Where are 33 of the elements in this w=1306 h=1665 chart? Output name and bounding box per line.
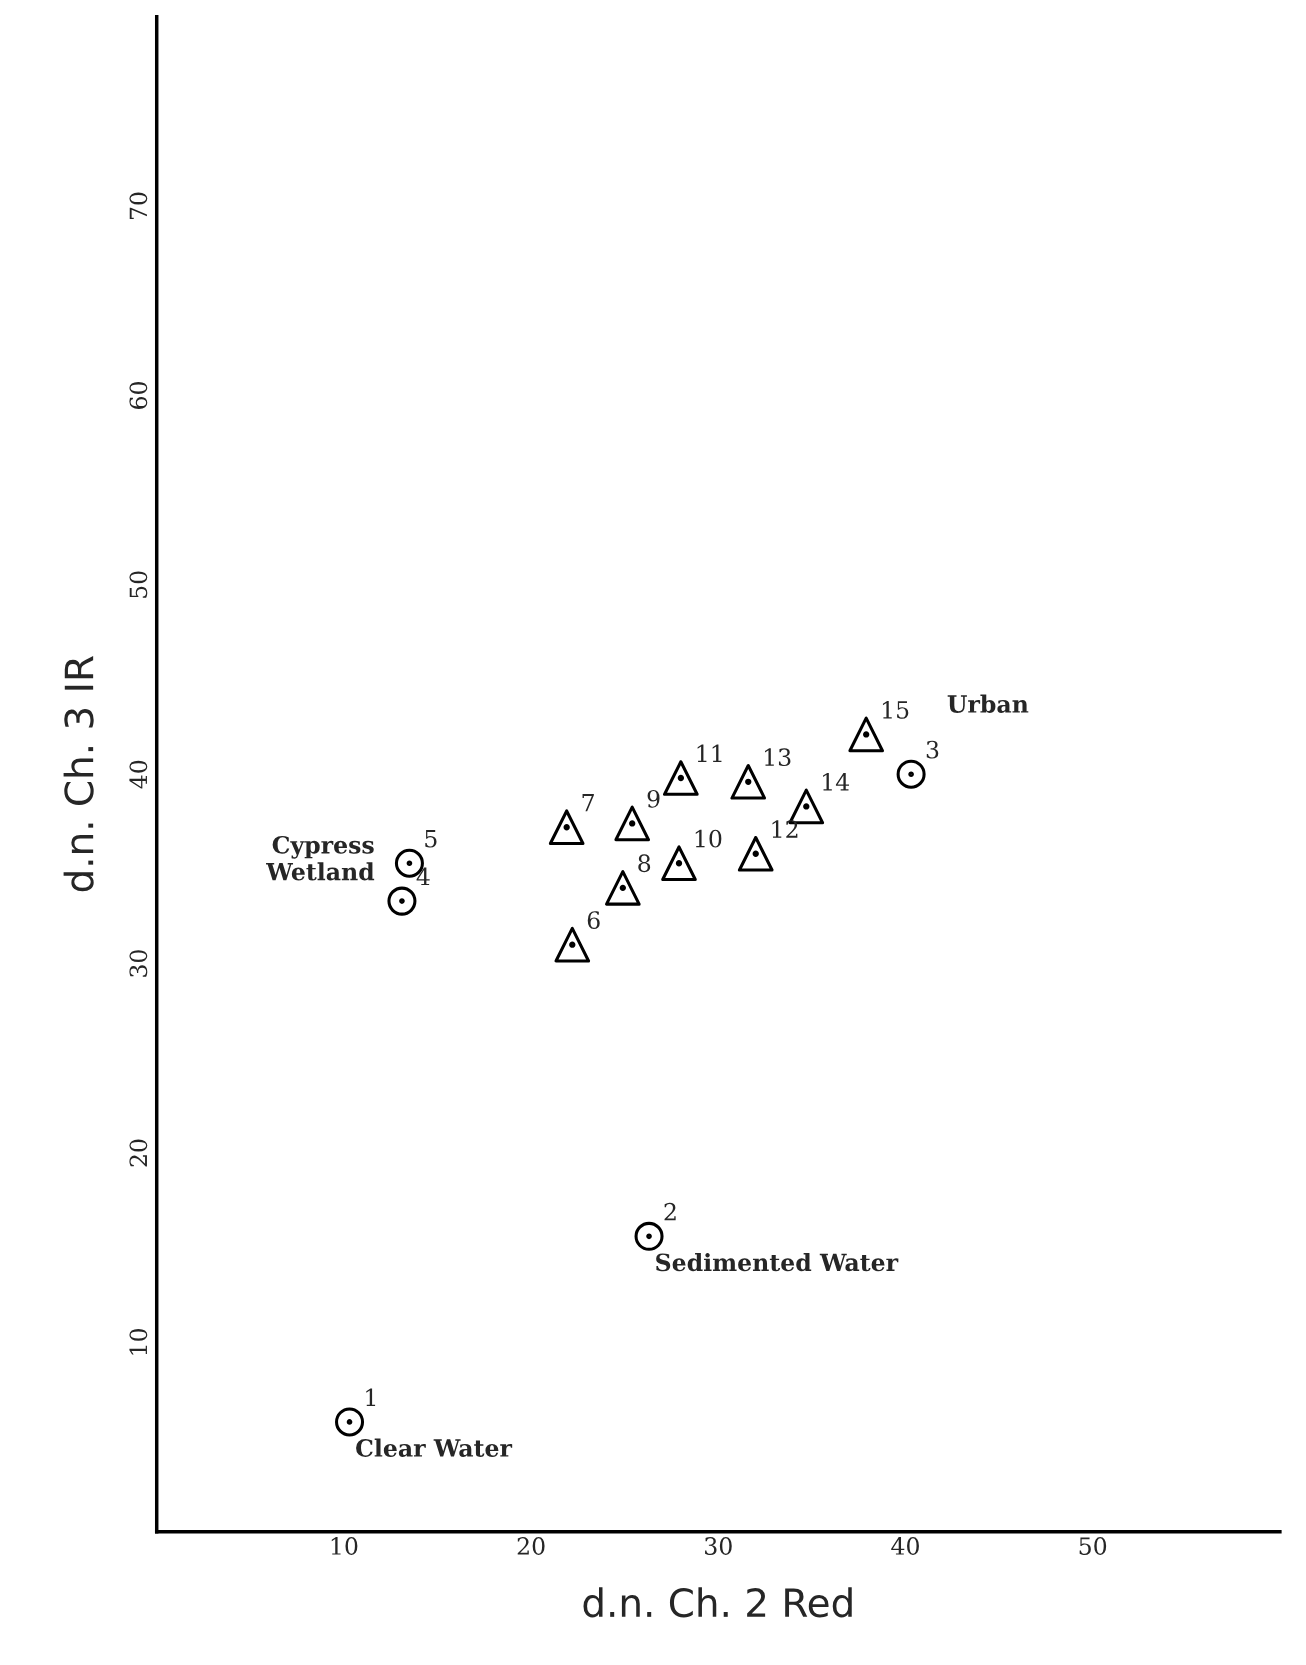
x-tick-label: 50 (1079, 1537, 1107, 1555)
x-axis-title: d.n. Ch. 2 Red (583, 1587, 852, 1618)
y-axis-title: d.n. Ch. 3 IR (63, 656, 94, 892)
y-tick-label: 20 (129, 1139, 148, 1167)
annotation: 3 (926, 740, 939, 759)
annotation: 4 (416, 867, 430, 886)
annotation: 13 (765, 748, 791, 767)
y-tick-label: 30 (129, 950, 148, 977)
y-tick-label: 40 (129, 760, 148, 789)
annotation: 2 (664, 1202, 676, 1221)
annotation: 5 (425, 830, 437, 848)
annotation: Sedimented Water (656, 1253, 899, 1272)
annotation: 15 (882, 700, 909, 719)
x-tick-label: 20 (517, 1537, 545, 1555)
annotation: Cypress Wetland (266, 835, 375, 881)
annotation: 12 (772, 820, 798, 838)
annotation: 6 (587, 911, 600, 929)
annotation: 1 (366, 1388, 376, 1406)
annotation: Urban (947, 694, 1029, 713)
annotation: 11 (697, 744, 722, 762)
y-tick-label: 10 (129, 1328, 148, 1355)
annotation: 10 (695, 829, 722, 848)
annotation: 7 (582, 794, 594, 812)
y-tick-label: 70 (129, 192, 148, 220)
annotation: 8 (638, 854, 651, 873)
annotation: 14 (823, 772, 850, 791)
annotation: Clear Water (356, 1438, 513, 1457)
annotation: 9 (647, 789, 660, 808)
x-tick-label: 30 (705, 1537, 732, 1555)
x-tick-label: 10 (331, 1537, 358, 1555)
x-tick-label: 40 (891, 1537, 919, 1555)
y-tick-label: 60 (129, 381, 148, 409)
y-tick-label: 50 (129, 571, 148, 598)
